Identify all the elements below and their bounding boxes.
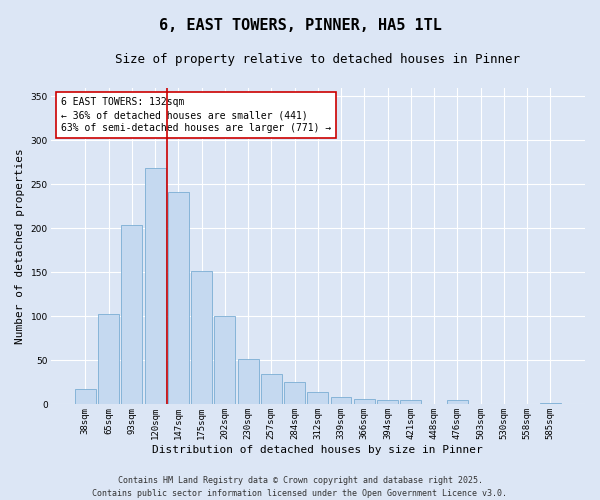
Title: Size of property relative to detached houses in Pinner: Size of property relative to detached ho… xyxy=(115,52,520,66)
X-axis label: Distribution of detached houses by size in Pinner: Distribution of detached houses by size … xyxy=(152,445,483,455)
Bar xyxy=(331,398,352,404)
Bar xyxy=(447,400,468,404)
Bar xyxy=(238,358,259,405)
Bar xyxy=(307,392,328,404)
Bar xyxy=(261,374,282,404)
Bar xyxy=(377,400,398,404)
Y-axis label: Number of detached properties: Number of detached properties xyxy=(15,148,25,344)
Text: 6, EAST TOWERS, PINNER, HA5 1TL: 6, EAST TOWERS, PINNER, HA5 1TL xyxy=(158,18,442,32)
Bar xyxy=(540,402,561,404)
Bar xyxy=(400,400,421,404)
Bar xyxy=(284,382,305,404)
Bar xyxy=(145,168,166,404)
Bar xyxy=(191,270,212,404)
Text: Contains HM Land Registry data © Crown copyright and database right 2025.
Contai: Contains HM Land Registry data © Crown c… xyxy=(92,476,508,498)
Bar xyxy=(214,316,235,404)
Bar xyxy=(98,314,119,404)
Text: 6 EAST TOWERS: 132sqm
← 36% of detached houses are smaller (441)
63% of semi-det: 6 EAST TOWERS: 132sqm ← 36% of detached … xyxy=(61,97,332,134)
Bar xyxy=(168,192,189,404)
Bar xyxy=(121,225,142,404)
Bar xyxy=(354,399,375,404)
Bar xyxy=(75,390,96,404)
